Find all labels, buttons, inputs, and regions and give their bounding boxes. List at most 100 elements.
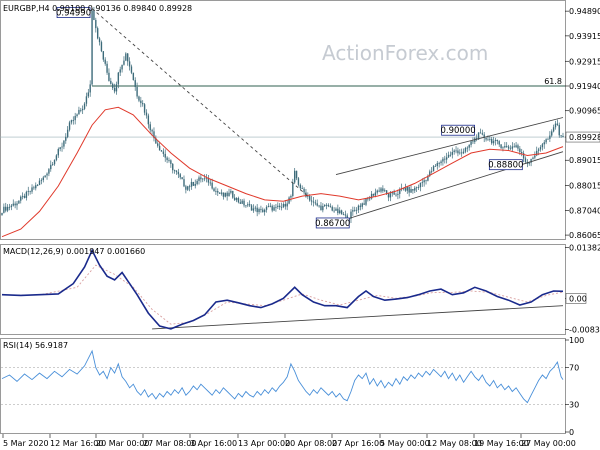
candle-body — [354, 209, 356, 211]
time-tick-label: 20 Mar 00:00 — [96, 439, 149, 448]
candle-body — [327, 204, 330, 207]
candle-body — [312, 201, 315, 203]
price-y-tick-label: 0.90965 — [569, 107, 600, 116]
candle-body — [541, 144, 544, 148]
candle-body — [127, 53, 129, 62]
candle-body — [100, 42, 103, 52]
rsi-panel-frame — [0, 338, 566, 434]
candle-body — [295, 170, 298, 179]
candle-body — [213, 188, 215, 192]
candle-body — [365, 198, 367, 205]
candle-body — [532, 157, 534, 159]
candle-body — [297, 178, 300, 185]
moving-average-line — [1, 106, 564, 238]
candle-body — [18, 200, 20, 204]
candle-body — [389, 193, 392, 198]
candle-body — [522, 153, 525, 159]
candle-body — [316, 203, 318, 206]
candle-body — [134, 80, 136, 87]
candle-body — [21, 195, 24, 197]
candle-body — [151, 130, 153, 132]
candle-body — [361, 203, 363, 207]
candle-body — [194, 184, 196, 186]
price-title: EURGBP,H4 0.90100 0.90136 0.89840 0.8992… — [3, 4, 192, 13]
fib-618-label: 61.8 — [544, 77, 562, 86]
candle-body — [378, 190, 380, 192]
candle-body — [453, 150, 455, 153]
candle-body — [183, 179, 185, 187]
candle-body — [324, 204, 326, 206]
candle-body — [513, 146, 515, 148]
candle-body — [121, 64, 123, 70]
candle-body — [506, 145, 508, 147]
candle-body — [267, 206, 270, 207]
candle-body — [263, 209, 266, 213]
candle-body — [293, 170, 296, 183]
candle-body — [153, 131, 155, 139]
candle-body — [222, 192, 225, 197]
candle-body — [158, 145, 161, 151]
candle-body — [460, 152, 463, 154]
macd-main-line — [1, 248, 564, 330]
candle-body — [136, 86, 138, 97]
candle-body — [382, 188, 384, 192]
candle-body — [125, 53, 127, 61]
candle-body — [494, 139, 497, 142]
candle-body — [352, 210, 354, 212]
rsi-y-tick-label: 70 — [569, 364, 579, 373]
candle-body — [489, 139, 491, 140]
candle-body — [237, 198, 240, 203]
candle-body — [42, 177, 44, 180]
candle-body — [247, 204, 249, 206]
candle-body — [339, 210, 341, 214]
candle-body — [110, 80, 112, 84]
candle-body — [143, 104, 146, 113]
candle-body — [209, 182, 211, 184]
candle-body — [226, 192, 228, 197]
candle-body — [235, 198, 238, 201]
macd-trend-line — [152, 305, 564, 330]
candle-body — [38, 180, 41, 186]
rsi-panel: 100 70 30 0 — [1, 336, 584, 437]
candle-body — [419, 182, 422, 188]
candle-body — [552, 127, 555, 132]
candle-body — [370, 193, 373, 199]
time-tick-label: 27 May 00:00 — [521, 439, 576, 448]
candle-body — [496, 139, 499, 142]
candle-body — [303, 188, 305, 193]
candle-body — [380, 188, 382, 192]
candle-body — [451, 152, 454, 155]
candle-body — [10, 205, 13, 207]
candle-body — [63, 140, 65, 147]
candle-body — [521, 152, 523, 154]
candle-body — [155, 138, 157, 144]
candle-body — [132, 72, 135, 81]
candle-body — [551, 131, 553, 136]
candle-body — [504, 145, 506, 148]
candle-body — [554, 123, 557, 128]
candle-body — [412, 189, 414, 191]
candle-body — [20, 196, 22, 201]
candle-body — [442, 158, 444, 162]
candle-body — [481, 133, 484, 135]
candle-body — [196, 180, 198, 185]
candle-body — [427, 175, 429, 181]
candle-body — [355, 209, 358, 211]
candle-body — [61, 146, 63, 148]
candle-body — [8, 206, 11, 208]
candle-body — [113, 87, 116, 92]
candle-body — [344, 214, 347, 216]
price-panel: 61.8 0.94990 0.86700 0.90000 0.88800 0.94890 0… — [0, 7, 600, 240]
candle-body — [333, 210, 335, 212]
candle-body — [340, 210, 343, 215]
candle-body — [12, 203, 14, 206]
candle-body — [408, 187, 410, 193]
price-y-tick-label: 0.88015 — [569, 182, 600, 191]
candle-body — [530, 158, 532, 163]
time-tick-label: 19 May 16:00 — [474, 439, 529, 448]
candle-body — [95, 19, 97, 29]
candle-body — [470, 141, 472, 145]
candle-body — [31, 187, 33, 192]
candle-body — [337, 208, 339, 214]
price-y-tick-label: 0.94890 — [569, 7, 600, 16]
